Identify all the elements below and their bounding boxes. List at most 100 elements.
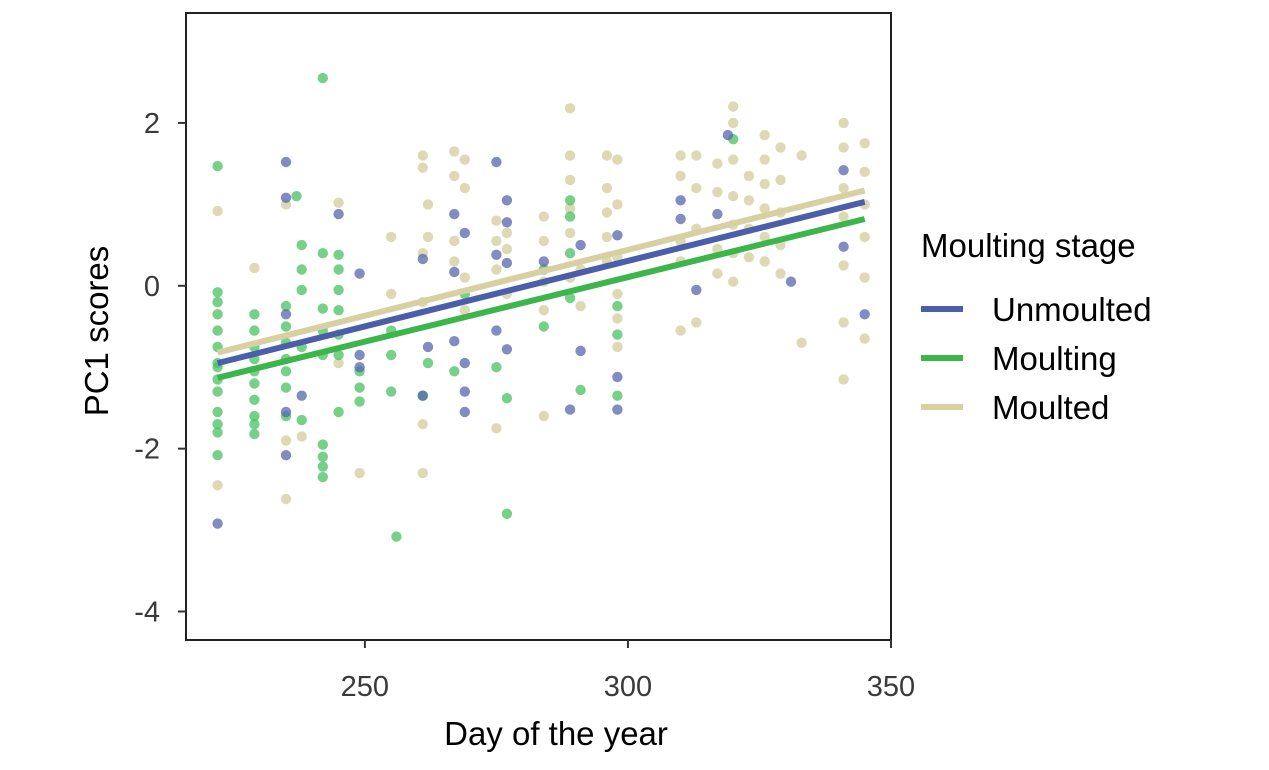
data-point-moulting bbox=[249, 325, 260, 336]
data-point-moulted bbox=[449, 146, 460, 157]
x-tick-label: 350 bbox=[867, 671, 915, 703]
data-point-moulted bbox=[612, 199, 623, 210]
data-point-unmoulted bbox=[354, 349, 365, 361]
data-point-moulting bbox=[280, 366, 292, 377]
data-point-moulting bbox=[391, 531, 402, 542]
data-point-unmoulted bbox=[691, 284, 702, 296]
data-point-moulted bbox=[601, 182, 613, 194]
legend-label-unmoulted: Unmoulted bbox=[992, 291, 1152, 328]
data-point-unmoulted bbox=[501, 344, 513, 355]
data-point-unmoulted bbox=[564, 404, 576, 415]
data-point-moulting bbox=[249, 378, 260, 389]
data-point-moulting bbox=[249, 419, 260, 430]
data-point-moulted bbox=[743, 170, 755, 182]
axes: 2 0 -2 -4 250 300 350 bbox=[134, 108, 915, 703]
data-point-moulting bbox=[386, 386, 397, 397]
data-point-unmoulted bbox=[785, 276, 797, 287]
data-point-moulting bbox=[212, 160, 223, 172]
data-point-moulted bbox=[775, 268, 786, 279]
data-point-unmoulted bbox=[280, 192, 292, 203]
data-point-unmoulted bbox=[333, 208, 344, 220]
data-point-moulting bbox=[354, 396, 365, 407]
data-point-unmoulted bbox=[612, 230, 623, 241]
data-point-unmoulted bbox=[501, 257, 513, 269]
data-point-moulting bbox=[249, 394, 260, 405]
data-point-moulted bbox=[538, 235, 549, 247]
data-point-moulted bbox=[491, 264, 502, 275]
data-point-moulting bbox=[212, 406, 223, 418]
data-point-moulting bbox=[280, 300, 292, 312]
y-tick-label: 2 bbox=[144, 108, 160, 140]
data-point-unmoulted bbox=[212, 518, 223, 529]
data-point-unmoulted bbox=[612, 404, 623, 415]
y-tick-label: -4 bbox=[134, 597, 160, 629]
data-point-moulted bbox=[775, 174, 786, 186]
plot-panel-border bbox=[185, 12, 892, 641]
data-point-unmoulted bbox=[417, 390, 428, 401]
data-point-unmoulted bbox=[459, 406, 470, 418]
data-point-moulted bbox=[417, 467, 428, 479]
data-point-moulted bbox=[612, 341, 623, 353]
data-point-moulted bbox=[675, 150, 686, 161]
data-point-unmoulted bbox=[449, 208, 460, 220]
data-point-unmoulted bbox=[722, 129, 734, 141]
data-point-moulted bbox=[775, 142, 786, 153]
data-point-moulted bbox=[838, 260, 849, 271]
data-point-moulting bbox=[212, 450, 223, 461]
data-point-moulting bbox=[354, 382, 365, 393]
data-point-unmoulted bbox=[459, 227, 470, 239]
data-point-moulting bbox=[212, 296, 223, 308]
data-point-moulting bbox=[212, 325, 223, 336]
data-point-moulting bbox=[317, 303, 328, 314]
data-point-moulting bbox=[575, 384, 586, 396]
data-point-moulted bbox=[459, 272, 470, 283]
data-point-moulted bbox=[564, 150, 576, 161]
legend-label-moulted: Moulted bbox=[992, 389, 1109, 426]
data-point-moulted bbox=[691, 150, 702, 161]
data-point-moulting bbox=[333, 349, 344, 361]
trend-line-moulting bbox=[216, 216, 866, 381]
data-point-unmoulted bbox=[612, 371, 623, 383]
data-point-unmoulted bbox=[501, 195, 513, 206]
data-point-unmoulted bbox=[712, 208, 723, 220]
data-point-moulting bbox=[333, 264, 344, 275]
data-point-moulted bbox=[838, 374, 849, 385]
data-point-unmoulted bbox=[417, 253, 428, 265]
data-point-unmoulted bbox=[859, 309, 870, 320]
data-point-moulted bbox=[601, 150, 613, 161]
data-point-moulting bbox=[296, 264, 307, 275]
data-point-moulting bbox=[212, 309, 223, 320]
data-point-moulted bbox=[538, 211, 549, 222]
legend-item-moulted: Moulted bbox=[921, 389, 1109, 426]
data-point-unmoulted bbox=[296, 390, 307, 401]
data-point-moulting bbox=[212, 427, 223, 438]
y-tick-label: -2 bbox=[134, 434, 160, 466]
data-point-unmoulted bbox=[575, 345, 586, 357]
data-point-moulted bbox=[859, 333, 870, 344]
data-point-moulted bbox=[491, 423, 502, 434]
series-points-moulted bbox=[212, 101, 870, 505]
data-point-moulted bbox=[296, 431, 307, 442]
data-point-moulted bbox=[249, 262, 260, 274]
data-point-moulted bbox=[491, 215, 502, 226]
legend-items: Unmoulted Moulting Moulted bbox=[921, 291, 1152, 426]
data-point-moulted bbox=[612, 288, 623, 300]
data-point-moulted bbox=[796, 337, 807, 348]
data-point-moulted bbox=[459, 154, 470, 165]
data-point-moulted bbox=[759, 256, 770, 267]
data-point-moulted bbox=[691, 317, 702, 328]
data-point-moulted bbox=[838, 182, 849, 194]
data-point-moulting bbox=[280, 321, 292, 332]
x-tick-label: 250 bbox=[341, 671, 389, 703]
data-point-unmoulted bbox=[575, 239, 586, 251]
data-point-moulting bbox=[612, 300, 623, 312]
data-point-moulted bbox=[743, 195, 755, 206]
data-point-moulted bbox=[386, 288, 397, 300]
data-point-moulting bbox=[538, 321, 549, 332]
data-point-moulting bbox=[212, 419, 223, 430]
data-point-unmoulted bbox=[491, 156, 502, 168]
data-point-moulted bbox=[280, 493, 292, 505]
legend-label-moulting: Moulting bbox=[992, 340, 1117, 377]
data-point-moulting bbox=[296, 284, 307, 296]
